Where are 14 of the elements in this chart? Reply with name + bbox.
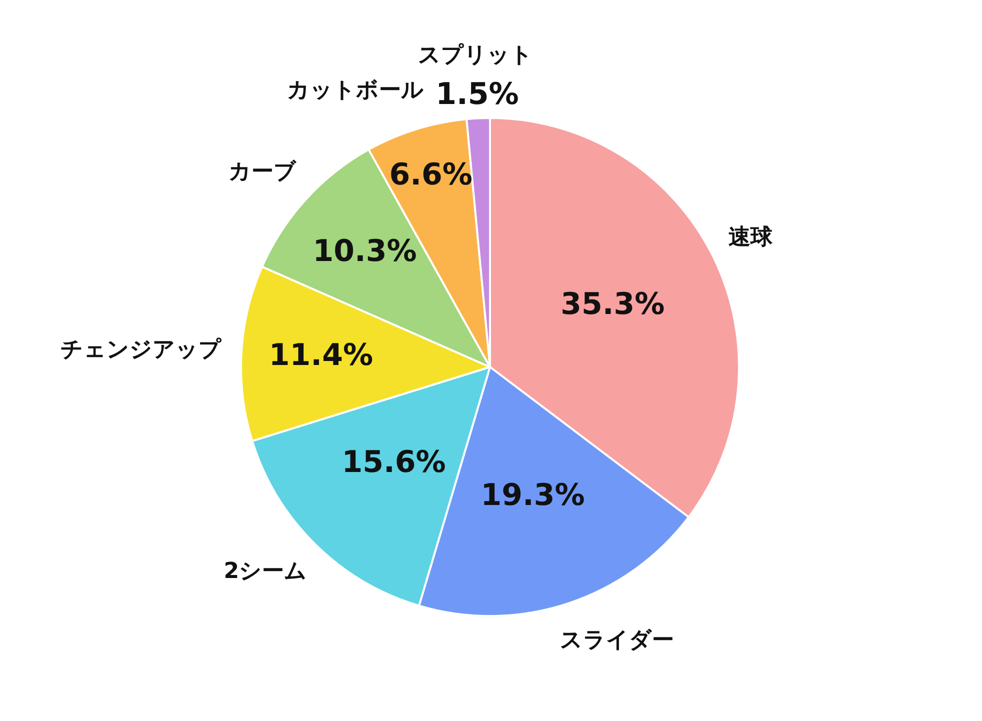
data-label: 35.3% [560,286,665,322]
slice-label: 2シーム [224,559,308,584]
slice-label: スライダー [560,628,674,654]
data-label: 11.4% [268,338,373,374]
slice-label: スプリット [418,43,533,68]
slice-label: カーブ [228,159,298,184]
data-label: 1.5% [436,77,519,112]
data-label: 10.3% [312,234,417,269]
slice-label: カットボール [287,78,424,103]
data-label: 15.6% [342,445,446,480]
data-label: 6.6% [389,158,472,193]
slice-label: チェンジアップ [60,337,222,362]
data-label: 19.3% [480,478,585,513]
slice-label: 速球 [728,225,774,250]
